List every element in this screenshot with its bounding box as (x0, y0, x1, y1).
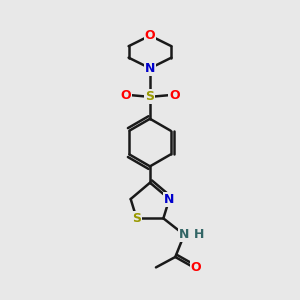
Text: O: O (169, 88, 180, 101)
Text: O: O (191, 261, 201, 274)
Text: N: N (179, 228, 189, 241)
Text: N: N (145, 62, 155, 75)
Text: O: O (145, 29, 155, 42)
Text: S: S (132, 212, 141, 225)
Text: N: N (164, 193, 175, 206)
Text: S: S (146, 90, 154, 103)
Text: H: H (194, 228, 204, 241)
Text: O: O (120, 88, 131, 101)
